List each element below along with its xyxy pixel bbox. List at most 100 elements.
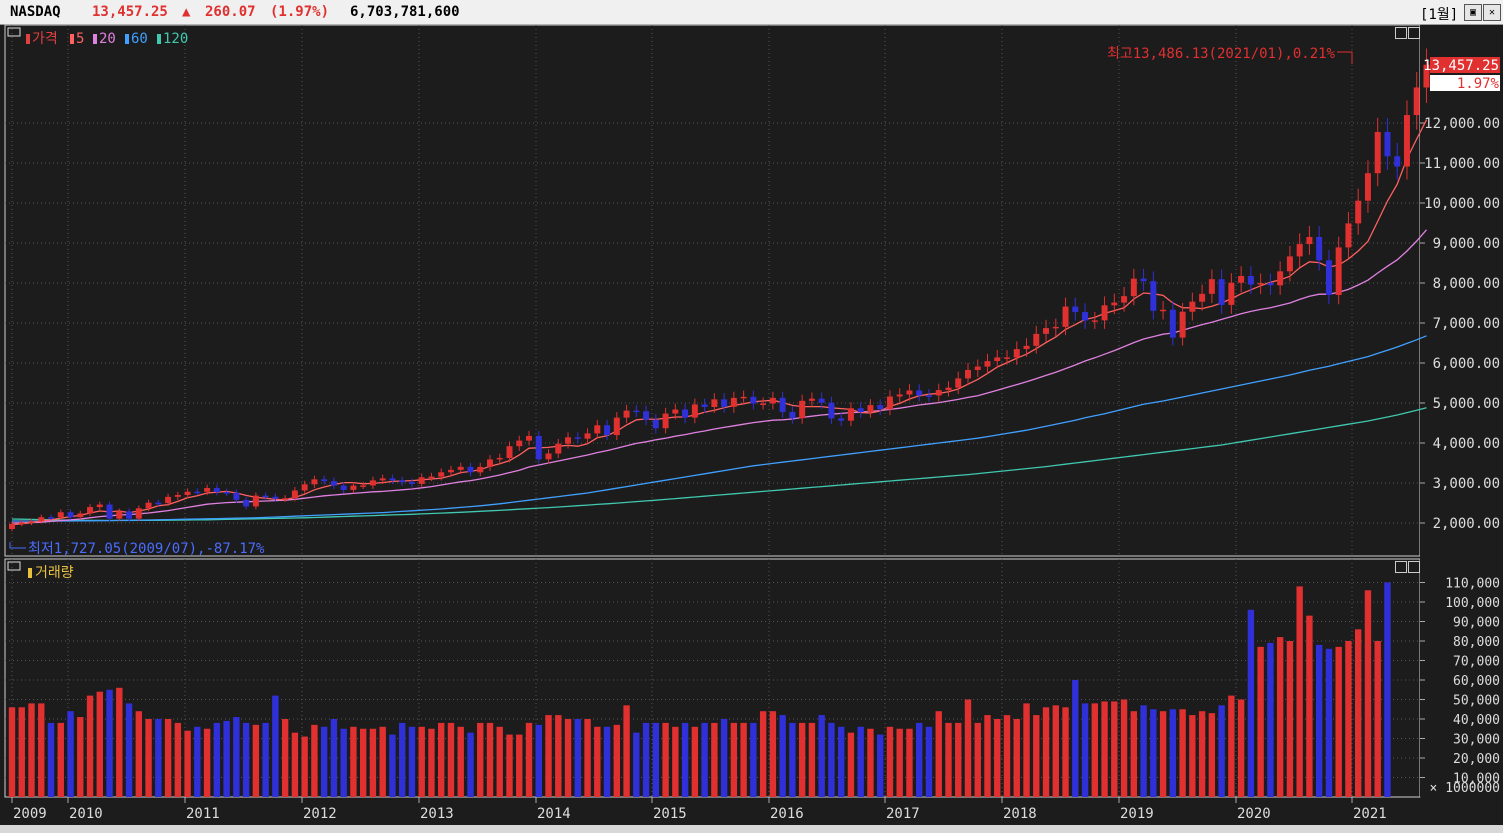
price-change: 260.07: [205, 4, 256, 20]
legend-swatch: [93, 34, 97, 44]
candle: [447, 469, 454, 473]
volume-bar: [38, 703, 45, 797]
volume-bar: [486, 722, 494, 797]
candle: [155, 502, 162, 505]
volume-bar: [1237, 699, 1245, 797]
candle: [252, 495, 259, 507]
x-tick-label: 2014: [537, 806, 571, 822]
legend-label: 60: [131, 31, 148, 47]
candle: [96, 504, 103, 508]
candle: [233, 492, 240, 500]
volume-bar: [759, 711, 767, 797]
candle: [1218, 279, 1225, 305]
y-tick-label: 9,000.00: [1433, 236, 1500, 252]
volume-bar: [1013, 719, 1020, 797]
volume-bar: [77, 717, 84, 797]
volume-bar: [828, 722, 835, 797]
candle: [1091, 320, 1098, 322]
volume-bar: [184, 730, 191, 797]
volume-bar: [1101, 701, 1108, 797]
y-tick-label: 11,000.00: [1424, 156, 1500, 172]
candle: [204, 488, 211, 492]
volume-bar: [1198, 711, 1206, 797]
candle: [867, 405, 874, 412]
candle: [457, 466, 464, 470]
candle: [955, 378, 962, 388]
volume-bar: [135, 711, 143, 797]
volume-bar: [623, 705, 630, 797]
volume-tick-label: 70,000: [1453, 655, 1500, 670]
period-selector[interactable]: [1월]: [1420, 7, 1459, 23]
volume-bar: [106, 689, 113, 797]
volume-bar: [1052, 705, 1059, 797]
candle: [1325, 260, 1332, 295]
volume-bar: [213, 722, 221, 797]
candle: [574, 437, 581, 439]
volume-bar: [750, 722, 757, 797]
candle: [1072, 306, 1079, 313]
x-tick-label: 2021: [1353, 806, 1387, 822]
volume-bar: [837, 726, 845, 797]
candle: [1140, 278, 1147, 282]
volume-pane-close-icon[interactable]: [1408, 561, 1420, 573]
volume-bar: [359, 728, 367, 797]
current-pct-box: [1430, 75, 1500, 91]
candle: [194, 491, 201, 494]
volume-bar: [233, 717, 240, 797]
volume-bar: [1120, 699, 1128, 797]
candle: [604, 425, 611, 436]
volume-bar: [847, 732, 855, 797]
volume-bar: [1062, 707, 1069, 797]
candle: [106, 504, 113, 519]
volume-bar: [272, 695, 279, 797]
volume-bar: [720, 719, 728, 797]
candle: [311, 479, 318, 485]
candle: [613, 417, 620, 436]
candle: [291, 490, 298, 499]
candle: [1316, 236, 1323, 261]
volume-tick-label: 100,000: [1445, 596, 1500, 611]
volume-bar: [47, 722, 55, 797]
candle: [1257, 283, 1264, 285]
candle: [994, 357, 1001, 362]
candle: [418, 477, 425, 484]
volume-bar: [340, 728, 347, 797]
legend-swatch: [125, 34, 129, 44]
restore-icon[interactable]: ▣: [1464, 4, 1482, 21]
volume-bar: [1306, 615, 1313, 797]
candle: [506, 446, 513, 458]
candle: [1306, 236, 1313, 245]
volume-bar: [399, 722, 406, 797]
volume-bar: [1111, 701, 1118, 797]
candle: [1160, 309, 1167, 312]
volume-bar: [906, 728, 913, 797]
price-pane-close-icon[interactable]: [1408, 27, 1420, 39]
volume-bar: [1315, 644, 1323, 797]
volume-bar: [164, 719, 172, 797]
volume-bar: [1081, 703, 1089, 797]
volume-bar: [1091, 703, 1099, 797]
candle: [691, 404, 698, 418]
candle: [301, 484, 308, 491]
candle: [740, 396, 747, 399]
legend-swatch: [70, 34, 74, 44]
scroll-bar[interactable]: [0, 825, 1503, 833]
volume-bar: [613, 724, 621, 797]
volume-bar: [1208, 713, 1216, 797]
candle: [1384, 132, 1391, 157]
top-bar: NASDAQ 13,457.25 ▲ 260.07 (1.97%) 6,703,…: [0, 0, 1503, 25]
candle: [1208, 279, 1215, 294]
candle: [964, 369, 971, 379]
volume-bar: [125, 703, 133, 797]
close-icon[interactable]: ✕: [1483, 4, 1501, 21]
candle: [672, 409, 679, 414]
candle: [1033, 333, 1040, 346]
volume-bar: [535, 724, 542, 797]
volume-bar: [1159, 711, 1167, 797]
volume-bar: [1042, 707, 1050, 797]
candle: [262, 495, 269, 498]
candle: [1121, 296, 1128, 303]
volume-bar: [574, 719, 581, 797]
volume-pane-maximize-icon[interactable]: [1395, 561, 1407, 573]
price-pane-maximize-icon[interactable]: [1395, 27, 1407, 39]
